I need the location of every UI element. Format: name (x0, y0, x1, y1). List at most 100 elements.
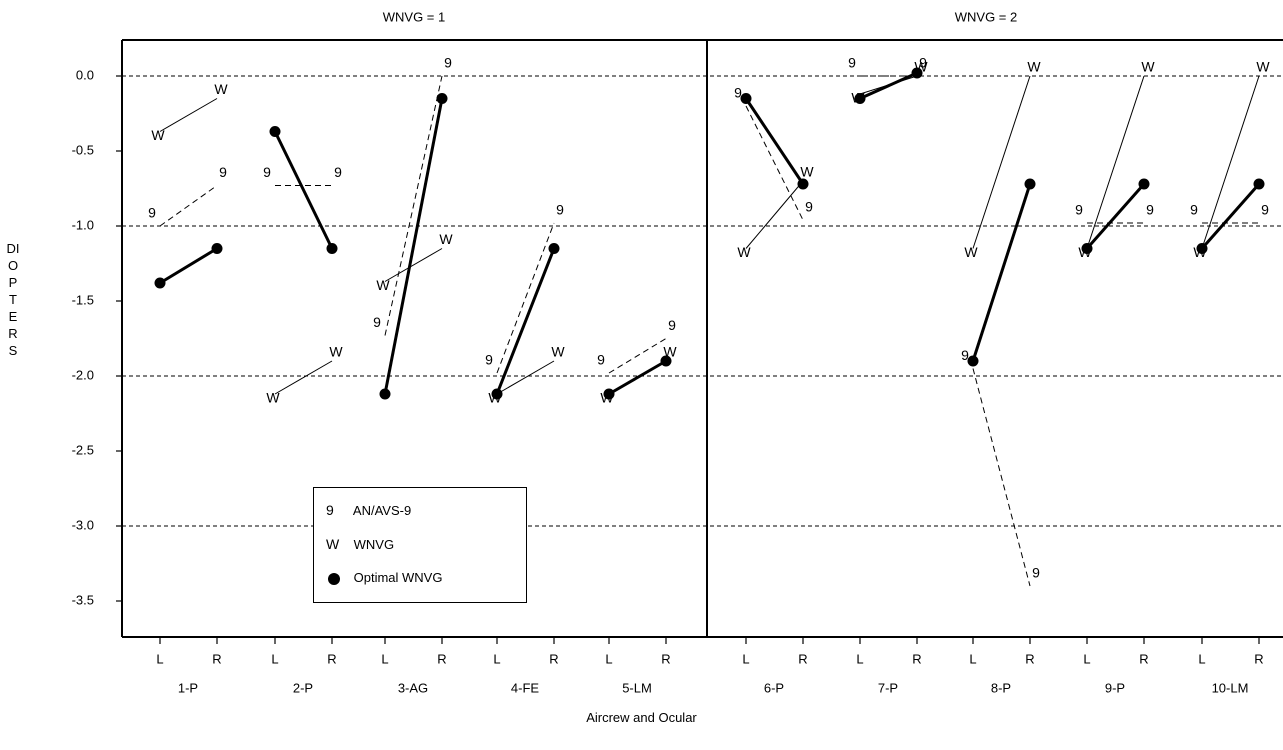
subject-label: 1-P (178, 680, 198, 695)
wnvg-line (274, 360, 333, 395)
optimal-point (967, 355, 979, 367)
legend-label-avs9: AN/AVS-9 (352, 503, 412, 518)
wnvg-marker: W (329, 344, 343, 360)
optimal-point (854, 93, 866, 104)
wnvg-marker: W (214, 81, 228, 97)
avs9-marker: 9 (219, 164, 227, 180)
optimal-point (379, 388, 391, 400)
avs9-line (159, 185, 218, 227)
optimal-point (911, 67, 923, 79)
optimal-point (269, 126, 281, 137)
x-tick-label: L (156, 651, 163, 666)
optimal-point (660, 355, 672, 367)
optimal-point (491, 388, 503, 400)
optimal-line (159, 247, 218, 285)
wnvg-line (972, 75, 1031, 249)
avs9-line (745, 105, 804, 221)
legend-dot-icon (328, 572, 340, 585)
wnvg-line (1086, 75, 1145, 249)
optimal-line (608, 359, 667, 396)
x-tick-label: L (493, 651, 500, 666)
avs9-marker: 9 (961, 347, 969, 363)
optimal-line (971, 183, 1032, 362)
wnvg-marker: W (266, 390, 280, 406)
wnvg-marker: W (1141, 59, 1155, 75)
avs9-marker: 9 (1146, 202, 1154, 218)
wnvg-marker: W (800, 164, 814, 180)
avs9-marker: 9 (263, 164, 271, 180)
x-tick-label: L (1198, 651, 1205, 666)
subject-label: 5-LM (622, 680, 652, 695)
subject-label: 4-FE (511, 680, 540, 695)
avs9-marker: 9 (1075, 202, 1083, 218)
legend-label-optimal: Optimal WNVG (353, 570, 443, 585)
avs9-line (384, 75, 443, 336)
x-tick-label: L (969, 651, 976, 666)
y-tick-label: 0.0 (76, 67, 94, 82)
avs9-marker: 9 (805, 199, 813, 215)
legend-symbol-9: 9 (326, 502, 334, 518)
avs9-marker: 9 (1261, 202, 1269, 218)
wnvg-marker: W (1027, 59, 1041, 75)
x-tick-label: L (271, 651, 278, 666)
avs9-marker: 9 (485, 352, 493, 368)
y-tick-label: -2.5 (72, 442, 94, 457)
optimal-point (1081, 243, 1093, 254)
optimal-point (740, 93, 752, 104)
avs9-line (972, 368, 1031, 587)
wnvg-marker: W (964, 244, 978, 260)
plot-frame (121, 39, 1283, 638)
optimal-point (1024, 178, 1036, 190)
avs9-marker: 9 (734, 85, 742, 101)
avs9-marker: 9 (919, 55, 927, 71)
avs9-marker: 9 (597, 352, 605, 368)
optimal-point (326, 243, 338, 254)
optimal-point (211, 243, 223, 254)
optimal-point (436, 93, 448, 104)
optimal-point (1196, 243, 1208, 254)
x-tick-label: L (856, 651, 863, 666)
x-tick-label: R (212, 651, 221, 666)
panel-titles: WNVG = 1 WNVG = 2 (383, 9, 1018, 24)
legend-item-avs9: 9 AN/AVS-9 (326, 500, 411, 520)
subject-label: 9-P (1105, 680, 1125, 695)
wnvg-marker: W (551, 344, 565, 360)
optimal-point (548, 243, 560, 254)
avs9-marker: 9 (373, 314, 381, 330)
avs9-marker: 9 (1190, 202, 1198, 218)
optimal-point (154, 277, 166, 289)
panel-title: WNVG = 1 (383, 9, 446, 24)
legend-item-optimal: Optimal WNVG (326, 568, 442, 588)
wnvg-line (745, 180, 804, 249)
avs9-marker: 9 (668, 317, 676, 333)
avs9-line (608, 338, 667, 374)
axes: 0.0 -0.5 -1.0 -1.5 -2.0 -2.5 -3.0 -3.5 L R 1-P L R 2-… (72, 67, 1264, 695)
x-tick-label: R (912, 651, 921, 666)
y-axis-label: DIOPTERS (6, 241, 20, 358)
panel-title: WNVG = 2 (955, 9, 1018, 24)
legend-label-wnvg: WNVG (353, 537, 395, 552)
wnvg-line (159, 98, 218, 132)
x-tick-label: R (1025, 651, 1034, 666)
avs9-marker: 9 (334, 164, 342, 180)
legend-symbol-w: W (326, 536, 340, 552)
x-tick-label: R (1254, 651, 1263, 666)
subject-label: 6-P (764, 680, 784, 695)
optimal-point (603, 388, 615, 400)
x-tick-label: R (1139, 651, 1148, 666)
optimal-line (495, 247, 556, 395)
optimal-line (273, 130, 334, 250)
wnvg-marker: W (737, 244, 751, 260)
avs9-marker: 9 (1032, 565, 1040, 581)
x-tick-label: R (549, 651, 558, 666)
y-tick-label: -1.0 (72, 217, 94, 232)
optimal-point (797, 178, 809, 190)
wnvg-marker: W (376, 277, 390, 293)
wnvg-line (384, 248, 443, 282)
legend-item-wnvg: W WNVG (326, 534, 394, 554)
x-tick-label: R (327, 651, 336, 666)
optimal-line (744, 97, 805, 185)
optimal-line (383, 98, 444, 395)
y-tick-label: -0.5 (72, 142, 94, 157)
